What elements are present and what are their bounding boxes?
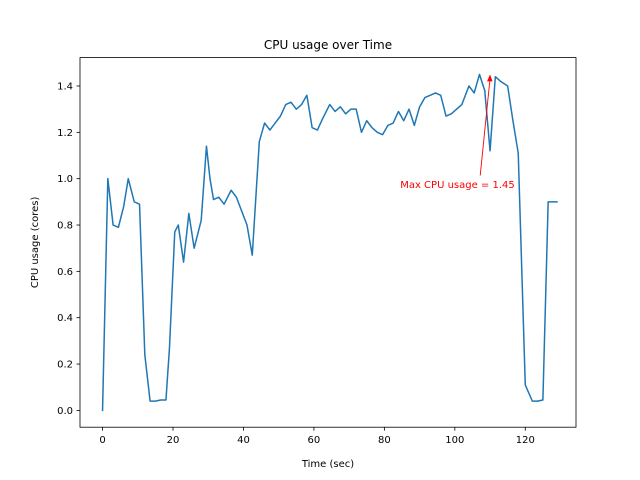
y-tick-label: 0.2 — [57, 360, 73, 371]
y-tick-label: 1.0 — [57, 174, 73, 185]
x-tick-label: 20 — [167, 435, 180, 446]
x-tick-label: 100 — [445, 435, 464, 446]
y-axis-label: CPU usage (cores) — [30, 197, 41, 289]
y-tick-label: 0.8 — [57, 221, 73, 232]
series-layer — [101, 73, 558, 412]
series-line-1 — [101, 73, 558, 412]
plot-area — [80, 57, 576, 428]
plot-frame — [79, 57, 577, 428]
annotation-arrow-line — [479, 78, 491, 176]
x-axis-label: Time (sec) — [301, 459, 354, 470]
annotation-arrow-head — [487, 74, 493, 82]
y-tick-label: 0.6 — [57, 267, 73, 278]
x-tick-label: 60 — [308, 435, 321, 446]
y-tick-label: 0.0 — [57, 406, 73, 417]
x-tick-label: 80 — [378, 435, 391, 446]
x-axis-ticks: 0 20 40 60 80 100 120 — [99, 427, 535, 446]
x-tick-label: 40 — [237, 435, 250, 446]
y-tick-label: 1.2 — [57, 128, 73, 139]
y-axis-ticks: 0.0 0.2 0.4 0.6 0.8 1.0 1.2 1.4 — [57, 81, 80, 417]
y-tick-label: 0.4 — [57, 313, 73, 324]
annotation-label: Max CPU usage = 1.45 — [400, 180, 515, 191]
annotation-layer: Max CPU usage = 1.45 — [400, 74, 515, 191]
x-tick-label: 0 — [99, 435, 105, 446]
x-tick-label: 120 — [516, 435, 535, 446]
y-tick-label: 1.4 — [57, 81, 73, 92]
chart-title: CPU usage over Time — [264, 38, 392, 52]
